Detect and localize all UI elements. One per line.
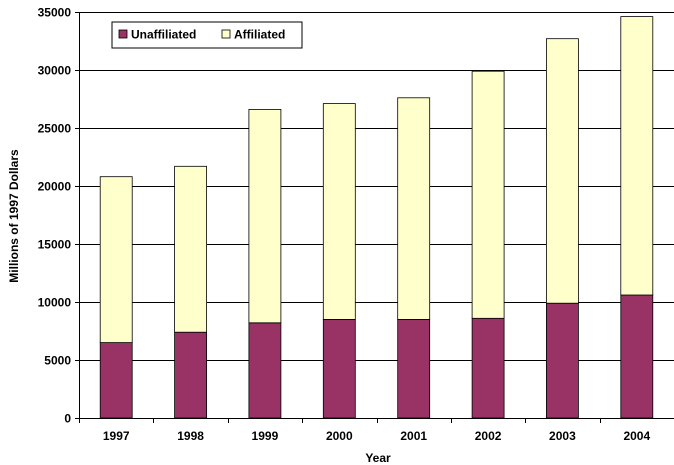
x-tick-label: 2002 — [475, 429, 502, 443]
y-tick-label: 15000 — [38, 238, 72, 252]
x-tick-label: 2004 — [623, 429, 650, 443]
bars — [99, 16, 654, 419]
gridlines — [79, 12, 674, 361]
bar-affiliated-2004 — [620, 16, 654, 296]
bar-affiliated-1998 — [174, 165, 208, 333]
legend-label-unaffiliated: Unaffiliated — [131, 28, 196, 42]
bar-unaffiliated-1999 — [248, 322, 282, 419]
bar-affiliated-2001 — [397, 97, 431, 320]
bar-unaffiliated-2002 — [471, 317, 505, 419]
x-tick-labels: 1997 1998 1999 2000 2001 2002 2003 2004 — [79, 418, 650, 443]
x-axis-title: Year — [365, 451, 391, 465]
bar-affiliated-1997 — [99, 176, 133, 343]
bar-unaffiliated-1997 — [99, 342, 133, 419]
y-tick-label: 35000 — [38, 6, 72, 20]
x-tick-label: 2000 — [326, 429, 353, 443]
x-tick-label: 1997 — [103, 429, 130, 443]
bar-unaffiliated-2004 — [620, 294, 654, 419]
y-tick-labels: 0 5000 10000 15000 20000 25000 30000 35000 — [38, 6, 79, 426]
bar-unaffiliated-2000 — [322, 318, 356, 419]
bar-unaffiliated-1998 — [174, 331, 208, 419]
x-tick-label: 1999 — [252, 429, 279, 443]
y-tick-label: 20000 — [38, 180, 72, 194]
bar-unaffiliated-2001 — [397, 318, 431, 419]
y-tick-label: 30000 — [38, 64, 72, 78]
y-axis-title: Millions of 1997 Dollars — [7, 149, 21, 283]
legend-box — [111, 21, 303, 49]
x-tick-label: 2003 — [549, 429, 576, 443]
legend-swatch-unaffiliated — [118, 29, 128, 39]
bar-unaffiliated-2003 — [546, 302, 579, 419]
y-tick-label: 10000 — [38, 296, 72, 310]
x-tick-label: 2001 — [400, 429, 427, 443]
x-tick-label: 1998 — [177, 429, 204, 443]
bar-affiliated-2002 — [471, 70, 505, 319]
legend: Unaffiliated Affiliated — [111, 21, 303, 49]
legend-swatch-affiliated — [221, 29, 231, 39]
y-tick-label: 0 — [64, 412, 71, 426]
axes — [79, 12, 674, 419]
y-tick-label: 5000 — [44, 354, 71, 368]
y-tick-label: 25000 — [38, 122, 72, 136]
bar-affiliated-2003 — [546, 38, 579, 304]
bar-affiliated-2000 — [322, 103, 356, 320]
legend-label-affiliated: Affiliated — [234, 28, 285, 42]
bar-affiliated-1999 — [248, 109, 282, 324]
